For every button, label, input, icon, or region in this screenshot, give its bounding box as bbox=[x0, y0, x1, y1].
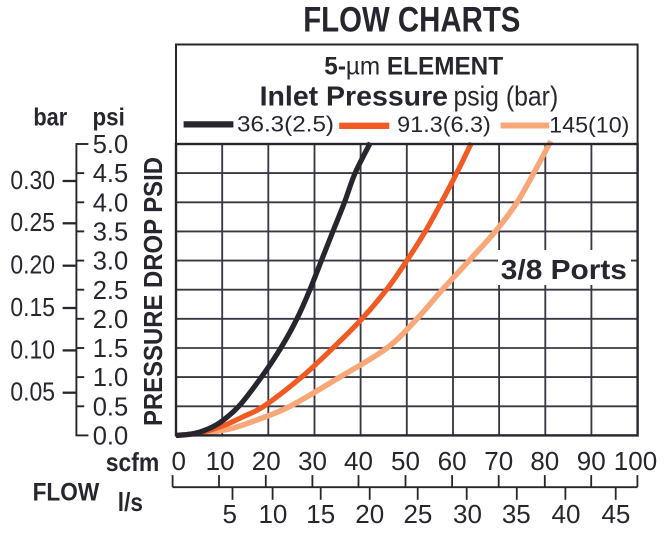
svg-text:70: 70 bbox=[484, 446, 513, 476]
svg-text:4.0: 4.0 bbox=[93, 189, 128, 217]
svg-text:35: 35 bbox=[502, 499, 531, 529]
svg-text:40: 40 bbox=[552, 499, 581, 529]
svg-text:scfm: scfm bbox=[106, 447, 160, 477]
svg-text:0.10: 0.10 bbox=[10, 336, 55, 364]
svg-text:30: 30 bbox=[298, 446, 327, 476]
svg-text:0.20: 0.20 bbox=[10, 252, 55, 280]
svg-text:20: 20 bbox=[355, 499, 384, 529]
svg-text:FLOW CHARTS: FLOW CHARTS bbox=[303, 1, 520, 40]
svg-text:20: 20 bbox=[252, 446, 281, 476]
svg-text:2.0: 2.0 bbox=[93, 306, 128, 334]
svg-text:3.5: 3.5 bbox=[93, 219, 128, 247]
svg-text:91.3(6.3): 91.3(6.3) bbox=[397, 112, 491, 137]
svg-text:5: 5 bbox=[222, 499, 236, 529]
svg-text:5.0: 5.0 bbox=[93, 131, 128, 159]
svg-text:l/s: l/s bbox=[118, 487, 143, 517]
svg-text:psig (bar): psig (bar) bbox=[454, 80, 559, 111]
svg-text:0.25: 0.25 bbox=[10, 209, 55, 237]
svg-text:10: 10 bbox=[206, 446, 235, 476]
svg-text:1.5: 1.5 bbox=[93, 335, 128, 363]
svg-text:0.0: 0.0 bbox=[93, 423, 128, 451]
svg-text:PRESSURE DROP PSID: PRESSURE DROP PSID bbox=[138, 157, 168, 426]
svg-text:60: 60 bbox=[438, 446, 467, 476]
svg-text:10: 10 bbox=[258, 499, 287, 529]
svg-text:3/8 Ports: 3/8 Ports bbox=[501, 254, 627, 285]
svg-text:2.5: 2.5 bbox=[93, 277, 128, 305]
svg-text:4.5: 4.5 bbox=[93, 160, 128, 188]
svg-text:0.05: 0.05 bbox=[10, 379, 55, 407]
svg-text:0.30: 0.30 bbox=[10, 167, 55, 195]
svg-text:36.3(2.5): 36.3(2.5) bbox=[237, 112, 334, 137]
svg-text:100: 100 bbox=[614, 446, 657, 476]
svg-text:0.5: 0.5 bbox=[93, 393, 128, 421]
svg-text:0: 0 bbox=[171, 446, 185, 476]
svg-text:15: 15 bbox=[306, 499, 335, 529]
svg-text:FLOW: FLOW bbox=[33, 478, 100, 506]
svg-text:bar: bar bbox=[33, 104, 67, 132]
svg-text:145(10): 145(10) bbox=[549, 113, 629, 138]
svg-text:0.15: 0.15 bbox=[10, 294, 55, 322]
svg-text:psi: psi bbox=[93, 104, 125, 132]
svg-text:40: 40 bbox=[344, 446, 373, 476]
svg-text:90: 90 bbox=[577, 446, 606, 476]
svg-text:45: 45 bbox=[601, 499, 630, 529]
svg-text:5-µm ELEMENT: 5-µm ELEMENT bbox=[324, 53, 503, 81]
svg-text:25: 25 bbox=[403, 499, 432, 529]
svg-text:3.0: 3.0 bbox=[93, 248, 128, 276]
svg-text:50: 50 bbox=[391, 446, 420, 476]
svg-text:80: 80 bbox=[530, 446, 559, 476]
svg-text:30: 30 bbox=[453, 499, 482, 529]
svg-text:1.0: 1.0 bbox=[93, 364, 128, 392]
svg-text:Inlet Pressure: Inlet Pressure bbox=[260, 80, 448, 111]
